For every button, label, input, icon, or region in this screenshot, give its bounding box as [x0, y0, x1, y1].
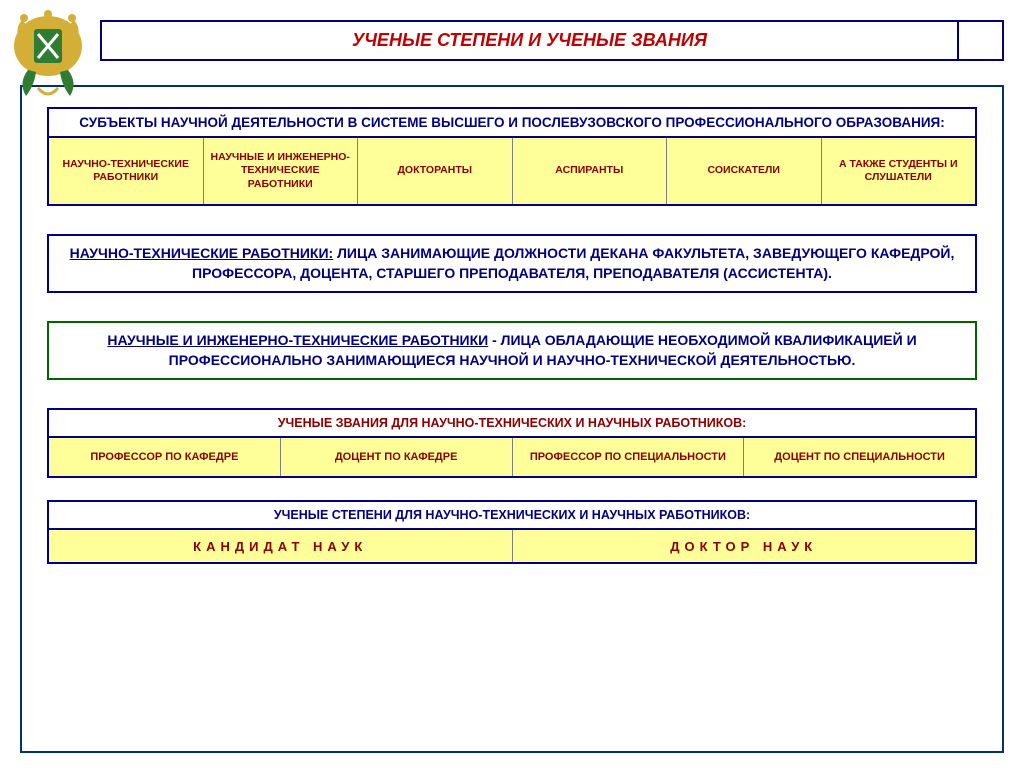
definition-box-1: НАУЧНО-ТЕХНИЧЕСКИЕ РАБОТНИКИ: ЛИЦА ЗАНИМ… — [47, 234, 977, 293]
degrees-row: КАНДИДАТ НАУК ДОКТОР НАУК — [47, 528, 977, 564]
subject-cell: НАУЧНО-ТЕХНИЧЕСКИЕ РАБОТНИКИ — [49, 138, 204, 204]
title-side-box — [959, 20, 1004, 61]
titles-row: ПРОФЕССОР ПО КАФЕДРЕ ДОЦЕНТ ПО КАФЕДРЕ П… — [47, 436, 977, 478]
subject-cell: АСПИРАНТЫ — [513, 138, 668, 204]
title-bar: УЧЕНЫЕ СТЕПЕНИ И УЧЕНЫЕ ЗВАНИЯ — [100, 20, 1004, 61]
subject-cell: СОИСКАТЕЛИ — [667, 138, 822, 204]
subjects-row: НАУЧНО-ТЕХНИЧЕСКИЕ РАБОТНИКИ НАУЧНЫЕ И И… — [47, 136, 977, 206]
definition-2-lead: НАУЧНЫЕ И ИНЖЕНЕРНО-ТЕХНИЧЕСКИЕ РАБОТНИК… — [107, 332, 488, 348]
subject-cell: НАУЧНЫЕ И ИНЖЕНЕРНО-ТЕХНИЧЕСКИЕ РАБОТНИК… — [204, 138, 359, 204]
title-cell: ПРОФЕССОР ПО КАФЕДРЕ — [49, 438, 281, 476]
title-cell: ПРОФЕССОР ПО СПЕЦИАЛЬНОСТИ — [513, 438, 745, 476]
title-cell: ДОЦЕНТ ПО СПЕЦИАЛЬНОСТИ — [744, 438, 975, 476]
degree-cell: ДОКТОР НАУК — [513, 530, 976, 562]
degree-cell: КАНДИДАТ НАУК — [49, 530, 513, 562]
title-cell: ДОЦЕНТ ПО КАФЕДРЕ — [281, 438, 513, 476]
emblem-icon — [8, 8, 88, 103]
subject-cell: А ТАКЖЕ СТУДЕНТЫ И СЛУШАТЕЛИ — [822, 138, 976, 204]
degrees-header: УЧЕНЫЕ СТЕПЕНИ ДЛЯ НАУЧНО-ТЕХНИЧЕСКИХ И … — [47, 500, 977, 528]
content-frame: СУБЪЕКТЫ НАУЧНОЙ ДЕЯТЕЛЬНОСТИ В СИСТЕМЕ … — [20, 85, 1004, 753]
definition-1-lead: НАУЧНО-ТЕХНИЧЕСКИЕ РАБОТНИКИ: — [70, 245, 334, 261]
titles-header: УЧЕНЫЕ ЗВАНИЯ ДЛЯ НАУЧНО-ТЕХНИЧЕСКИХ И Н… — [47, 408, 977, 436]
subject-cell: ДОКТОРАНТЫ — [358, 138, 513, 204]
subjects-header: СУБЪЕКТЫ НАУЧНОЙ ДЕЯТЕЛЬНОСТИ В СИСТЕМЕ … — [47, 107, 977, 136]
definition-box-2: НАУЧНЫЕ И ИНЖЕНЕРНО-ТЕХНИЧЕСКИЕ РАБОТНИК… — [47, 321, 977, 380]
page-title: УЧЕНЫЕ СТЕПЕНИ И УЧЕНЫЕ ЗВАНИЯ — [100, 20, 959, 61]
